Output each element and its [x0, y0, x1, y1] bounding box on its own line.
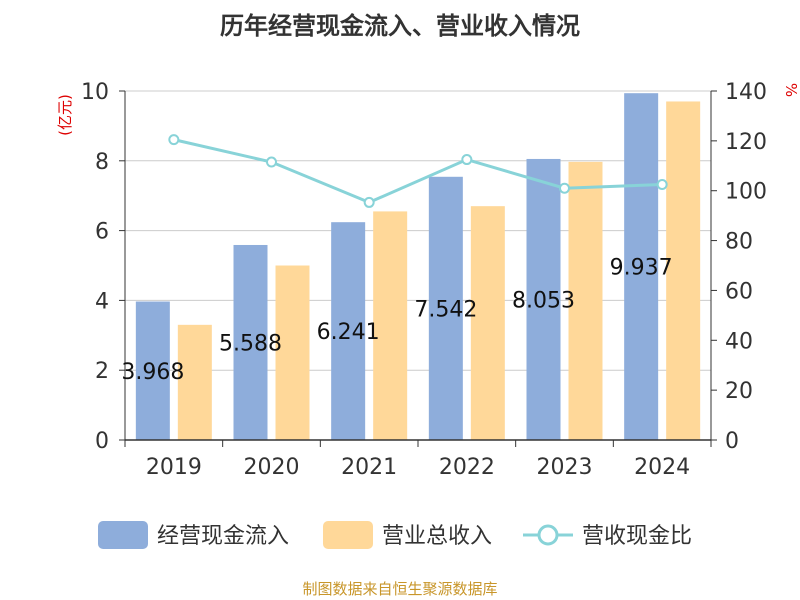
y-left-tick-label: 6	[95, 220, 109, 245]
point-ratio	[559, 182, 570, 194]
grid	[125, 90, 711, 371]
bar-revenue	[177, 324, 212, 440]
legend-label-revenue: 营业总收入	[382, 524, 492, 549]
y-left-tick-label: 2	[95, 359, 109, 384]
y-right-tick-label: 60	[725, 279, 753, 304]
y-right-tick-label: 40	[725, 329, 753, 354]
bar-cash-inflow	[624, 93, 659, 440]
chart-title: 历年经营现金流入、营业收入情况	[220, 12, 580, 40]
point-ratio	[461, 154, 473, 166]
legend-label-cash-inflow: 经营现金流入	[157, 524, 289, 549]
y-left-tick-label: 10	[81, 80, 109, 105]
bar-cash-inflow	[135, 301, 170, 440]
bar-revenue	[568, 161, 603, 441]
legend-swatch-revenue	[323, 521, 373, 549]
bar-revenue	[470, 206, 505, 440]
y-right-unit-label: %	[782, 83, 800, 97]
y-right-tick-label: 20	[725, 379, 753, 404]
y-right-tick-label: 100	[725, 180, 767, 205]
legend-label-ratio: 营收现金比	[582, 524, 692, 549]
footer-source: 制图数据来自恒生聚源数据库	[302, 580, 497, 598]
y-right-tick-label: 0	[725, 429, 739, 454]
bar-cash-inflow	[428, 176, 463, 441]
bars	[135, 93, 701, 441]
x-tick-label: 2021	[341, 455, 397, 480]
point-ratio	[168, 134, 180, 146]
y-left-tick-label: 8	[95, 150, 109, 175]
data-labels: 3.968 5.588 6.241 7.542 8.053 9.937	[121, 256, 672, 385]
x-tick-label: 2020	[244, 455, 300, 480]
bar-revenue	[666, 101, 701, 440]
y-right-tick-label: 140	[725, 80, 767, 105]
x-tick-label: 2019	[146, 455, 202, 480]
x-tick-label: 2024	[634, 455, 690, 480]
data-label-cash-inflow: 3.968	[121, 360, 184, 385]
bar-cash-inflow	[331, 222, 366, 440]
data-label-cash-inflow: 6.241	[317, 320, 380, 345]
point-ratio	[266, 156, 277, 168]
data-label-cash-inflow: 5.588	[219, 331, 282, 356]
y-left-tick-label: 4	[95, 289, 109, 314]
legend-swatch-cash-inflow	[98, 521, 148, 549]
bar-cash-inflow	[233, 244, 268, 440]
legend-swatch-ratio-marker	[537, 524, 559, 546]
bar-revenue	[373, 211, 408, 440]
data-label-cash-inflow: 8.053	[512, 288, 575, 313]
data-label-cash-inflow: 9.937	[610, 256, 673, 281]
y-left-unit-label: (亿元)	[56, 94, 74, 136]
data-label-cash-inflow: 7.542	[414, 297, 477, 322]
bar-cash-inflow	[526, 158, 561, 440]
legend: 经营现金流入 营业总收入 营收现金比	[98, 521, 692, 549]
point-ratio	[363, 196, 375, 208]
line-series	[168, 134, 668, 208]
x-tick-label: 2022	[439, 455, 495, 480]
line-ratio	[173, 138, 663, 205]
y-left-tick-label: 0	[95, 429, 109, 454]
y-right-tick-label: 80	[725, 230, 753, 255]
bar-revenue	[275, 265, 310, 440]
x-tick-label: 2023	[537, 455, 593, 480]
point-ratio	[656, 178, 668, 190]
y-right-tick-label: 120	[725, 130, 767, 155]
